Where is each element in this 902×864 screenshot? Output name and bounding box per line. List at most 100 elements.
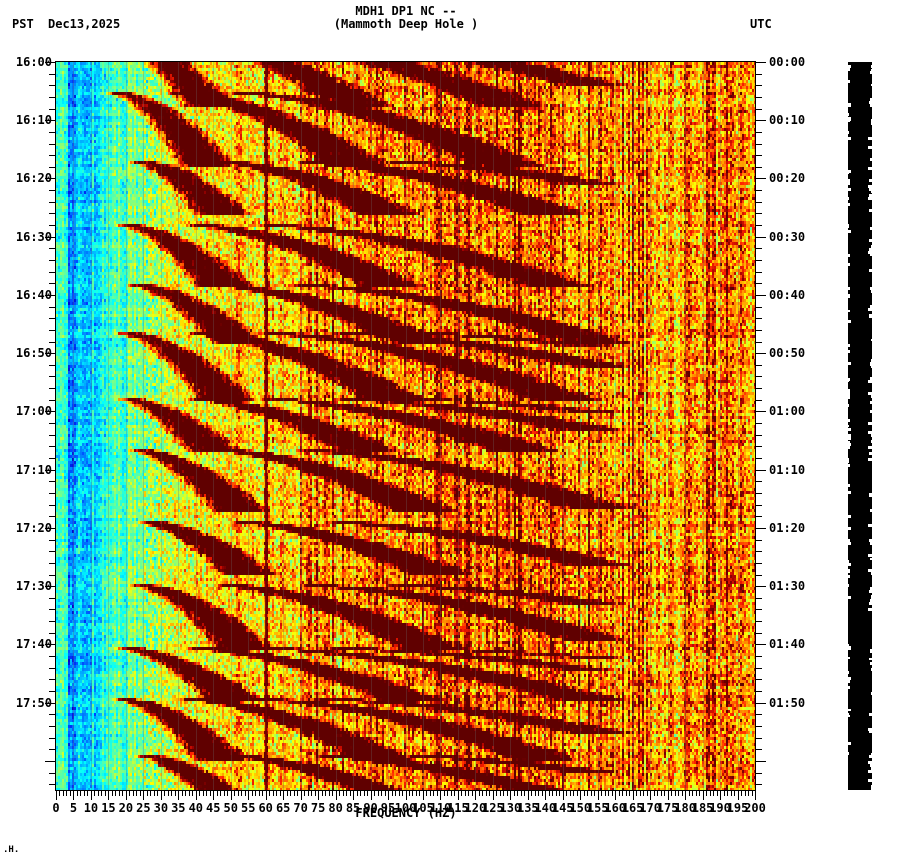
y-axis-pst-label: 17:50 — [15, 695, 52, 710]
x-tick-minor — [430, 791, 431, 796]
x-tick-minor — [238, 791, 239, 796]
x-axis-tick-label: 115 — [447, 801, 469, 815]
x-axis-tick-label: 145 — [551, 801, 574, 815]
x-tick-minor — [269, 791, 270, 796]
y-tick-minor-right — [756, 202, 762, 203]
x-axis-tick-label: 155 — [586, 801, 609, 815]
y-tick-minor-right — [756, 365, 762, 366]
x-tick-minor — [367, 791, 368, 796]
x-tick-minor — [199, 791, 200, 796]
x-tick-major — [738, 791, 739, 800]
y-axis-utc-label: 00:40 — [769, 287, 806, 302]
x-axis-tick-label: 50 — [223, 801, 238, 815]
x-tick-major — [56, 791, 57, 800]
x-tick-minor — [329, 791, 330, 796]
x-axis-tick-label: 200 — [744, 801, 766, 815]
x-tick-major — [423, 791, 424, 800]
x-axis-tick-label: 10 — [83, 801, 99, 815]
x-tick-minor — [252, 791, 253, 796]
x-tick-minor — [419, 791, 420, 796]
y-tick-minor-right — [756, 423, 762, 424]
y-tick-minor-left — [49, 365, 55, 366]
x-tick-major — [283, 791, 284, 800]
x-tick-minor — [59, 791, 60, 796]
x-tick-minor — [255, 791, 256, 796]
x-tick-minor — [468, 791, 469, 796]
y-tick-minor-left — [49, 330, 55, 331]
x-tick-minor — [584, 791, 585, 796]
y-tick-minor-left — [49, 342, 55, 343]
x-tick-minor — [70, 791, 71, 796]
y-tick-minor-right — [756, 493, 762, 494]
x-tick-minor — [489, 791, 490, 796]
y-tick-major-right — [756, 120, 766, 121]
x-tick-minor — [664, 791, 665, 796]
y-tick-major-right — [756, 353, 766, 354]
x-tick-major — [126, 791, 127, 800]
y-tick-minor-left — [49, 423, 55, 424]
x-tick-major — [685, 791, 686, 800]
x-tick-minor — [566, 791, 567, 796]
x-axis-tick-label: 165 — [621, 801, 644, 815]
plot-border-top — [55, 61, 756, 62]
y-tick-minor-left — [49, 190, 55, 191]
header-timezone-right: UTC — [750, 17, 772, 31]
y-tick-minor-right — [756, 330, 762, 331]
x-tick-major — [353, 791, 354, 800]
x-tick-minor — [402, 791, 403, 796]
x-tick-minor — [741, 791, 742, 796]
y-tick-minor-left — [49, 516, 55, 517]
x-tick-minor — [119, 791, 120, 796]
x-tick-minor — [224, 791, 225, 796]
x-tick-minor — [591, 791, 592, 796]
x-tick-minor — [192, 791, 193, 796]
x-tick-minor — [157, 791, 158, 796]
x-tick-minor — [262, 791, 263, 796]
x-axis-tick-label: 60 — [258, 801, 273, 815]
y-tick-minor-right — [756, 726, 762, 727]
y-tick-minor-right — [756, 435, 762, 436]
y-axis-utc-label: 01:50 — [769, 695, 806, 710]
x-tick-major — [580, 791, 581, 800]
y-tick-minor-left — [49, 74, 55, 75]
x-tick-minor — [357, 791, 358, 796]
x-tick-minor — [245, 791, 246, 796]
y-tick-minor-left — [49, 540, 55, 541]
y-tick-minor-right — [756, 109, 762, 110]
y-tick-minor-right — [756, 446, 762, 447]
x-tick-minor — [636, 791, 637, 796]
x-tick-major — [720, 791, 721, 800]
x-axis-tick-label: 90 — [363, 801, 378, 815]
x-tick-minor — [315, 791, 316, 796]
x-tick-minor — [444, 791, 445, 796]
y-axis-pst-label: 16:00 — [15, 55, 52, 69]
y-axis-pst-label: 16:10 — [15, 113, 52, 128]
x-tick-major — [563, 791, 564, 800]
y-tick-major-right — [756, 644, 766, 645]
y-tick-minor-right — [756, 97, 762, 98]
x-tick-minor — [570, 791, 571, 796]
x-tick-minor — [105, 791, 106, 796]
x-axis-tick-label: 130 — [499, 801, 522, 815]
x-tick-minor — [154, 791, 155, 796]
y-tick-minor-left — [49, 598, 55, 599]
y-axis-pst-label: 17:40 — [15, 637, 52, 652]
y-tick-minor-left — [49, 132, 55, 133]
x-tick-minor — [734, 791, 735, 796]
x-tick-minor — [381, 791, 382, 796]
x-tick-major — [440, 791, 441, 800]
x-tick-major — [668, 791, 669, 800]
x-tick-minor — [276, 791, 277, 796]
x-tick-major — [108, 791, 109, 800]
x-axis-tick-label: 75 — [310, 801, 326, 815]
x-tick-minor — [147, 791, 148, 796]
x-tick-minor — [461, 791, 462, 796]
x-tick-major — [196, 791, 197, 800]
x-tick-major — [475, 791, 476, 800]
x-tick-minor — [745, 791, 746, 796]
x-axis-tick-label: 55 — [240, 801, 256, 815]
y-tick-major-right — [756, 237, 766, 238]
y-tick-minor-left — [49, 773, 55, 774]
y-tick-minor-right — [756, 551, 762, 552]
y-tick-minor-right — [756, 749, 762, 750]
